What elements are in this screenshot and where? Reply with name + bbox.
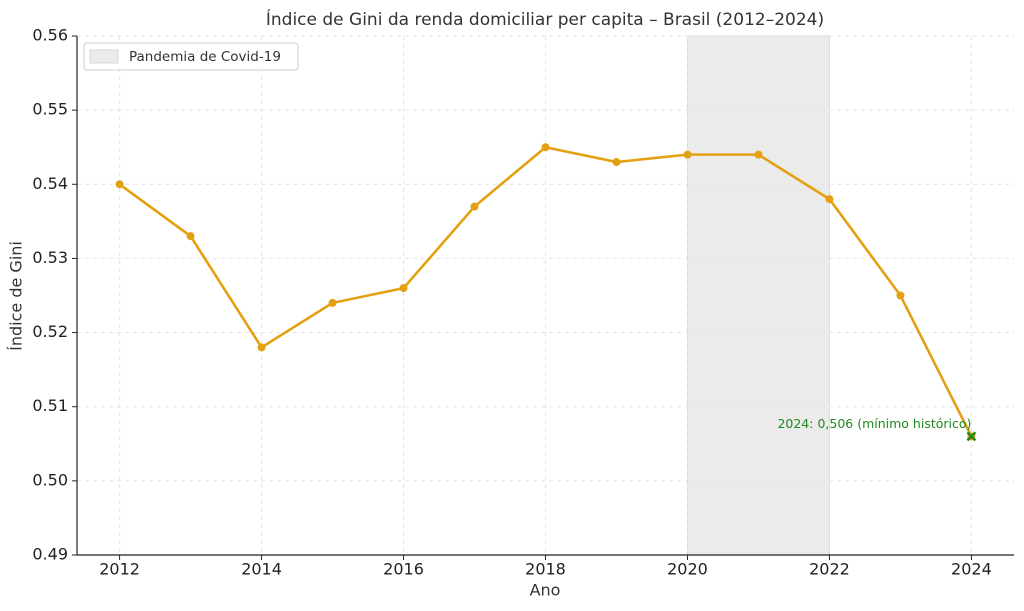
y-tick-label: 0.51 [32,396,68,415]
legend-label: Pandemia de Covid-19 [129,49,281,65]
point [470,202,479,211]
point [328,298,337,307]
point [399,284,408,293]
annotation-text: 2024: 0,506 (mínimo histórico) [777,416,971,431]
x-axis-label: Ano [530,581,561,600]
y-tick-label: 0.50 [32,470,68,489]
legend-swatch [89,49,119,64]
y-tick-label: 0.52 [32,322,68,341]
annotation-marker [966,431,977,442]
shaded-span [686,35,830,556]
legend-box [83,42,299,71]
y-tick-label: 0.56 [32,26,68,45]
point [257,343,266,352]
y-tick-label: 0.54 [32,174,68,193]
x-tick-label: 2014 [241,560,282,579]
x-tick-label: 2022 [809,560,850,579]
point [896,291,905,300]
point [186,232,195,241]
point [754,150,763,159]
x-tick-label: 2016 [383,560,424,579]
point [612,158,621,167]
x-tick-label: 2012 [99,560,140,579]
point [683,150,692,159]
point [825,195,834,204]
y-axis-label: Índice de Gini [7,241,26,351]
y-tick-label: 0.55 [32,100,68,119]
point [541,143,550,152]
chart-title: Índice de Gini da renda domiciliar per c… [266,8,824,30]
x-tick-label: 2020 [667,560,708,579]
x-tick-label: 2018 [525,560,566,579]
x-tick-label: 2024 [951,560,992,579]
y-tick-label: 0.53 [32,248,68,267]
y-tick-label: 0.49 [32,545,68,564]
point [115,180,124,189]
